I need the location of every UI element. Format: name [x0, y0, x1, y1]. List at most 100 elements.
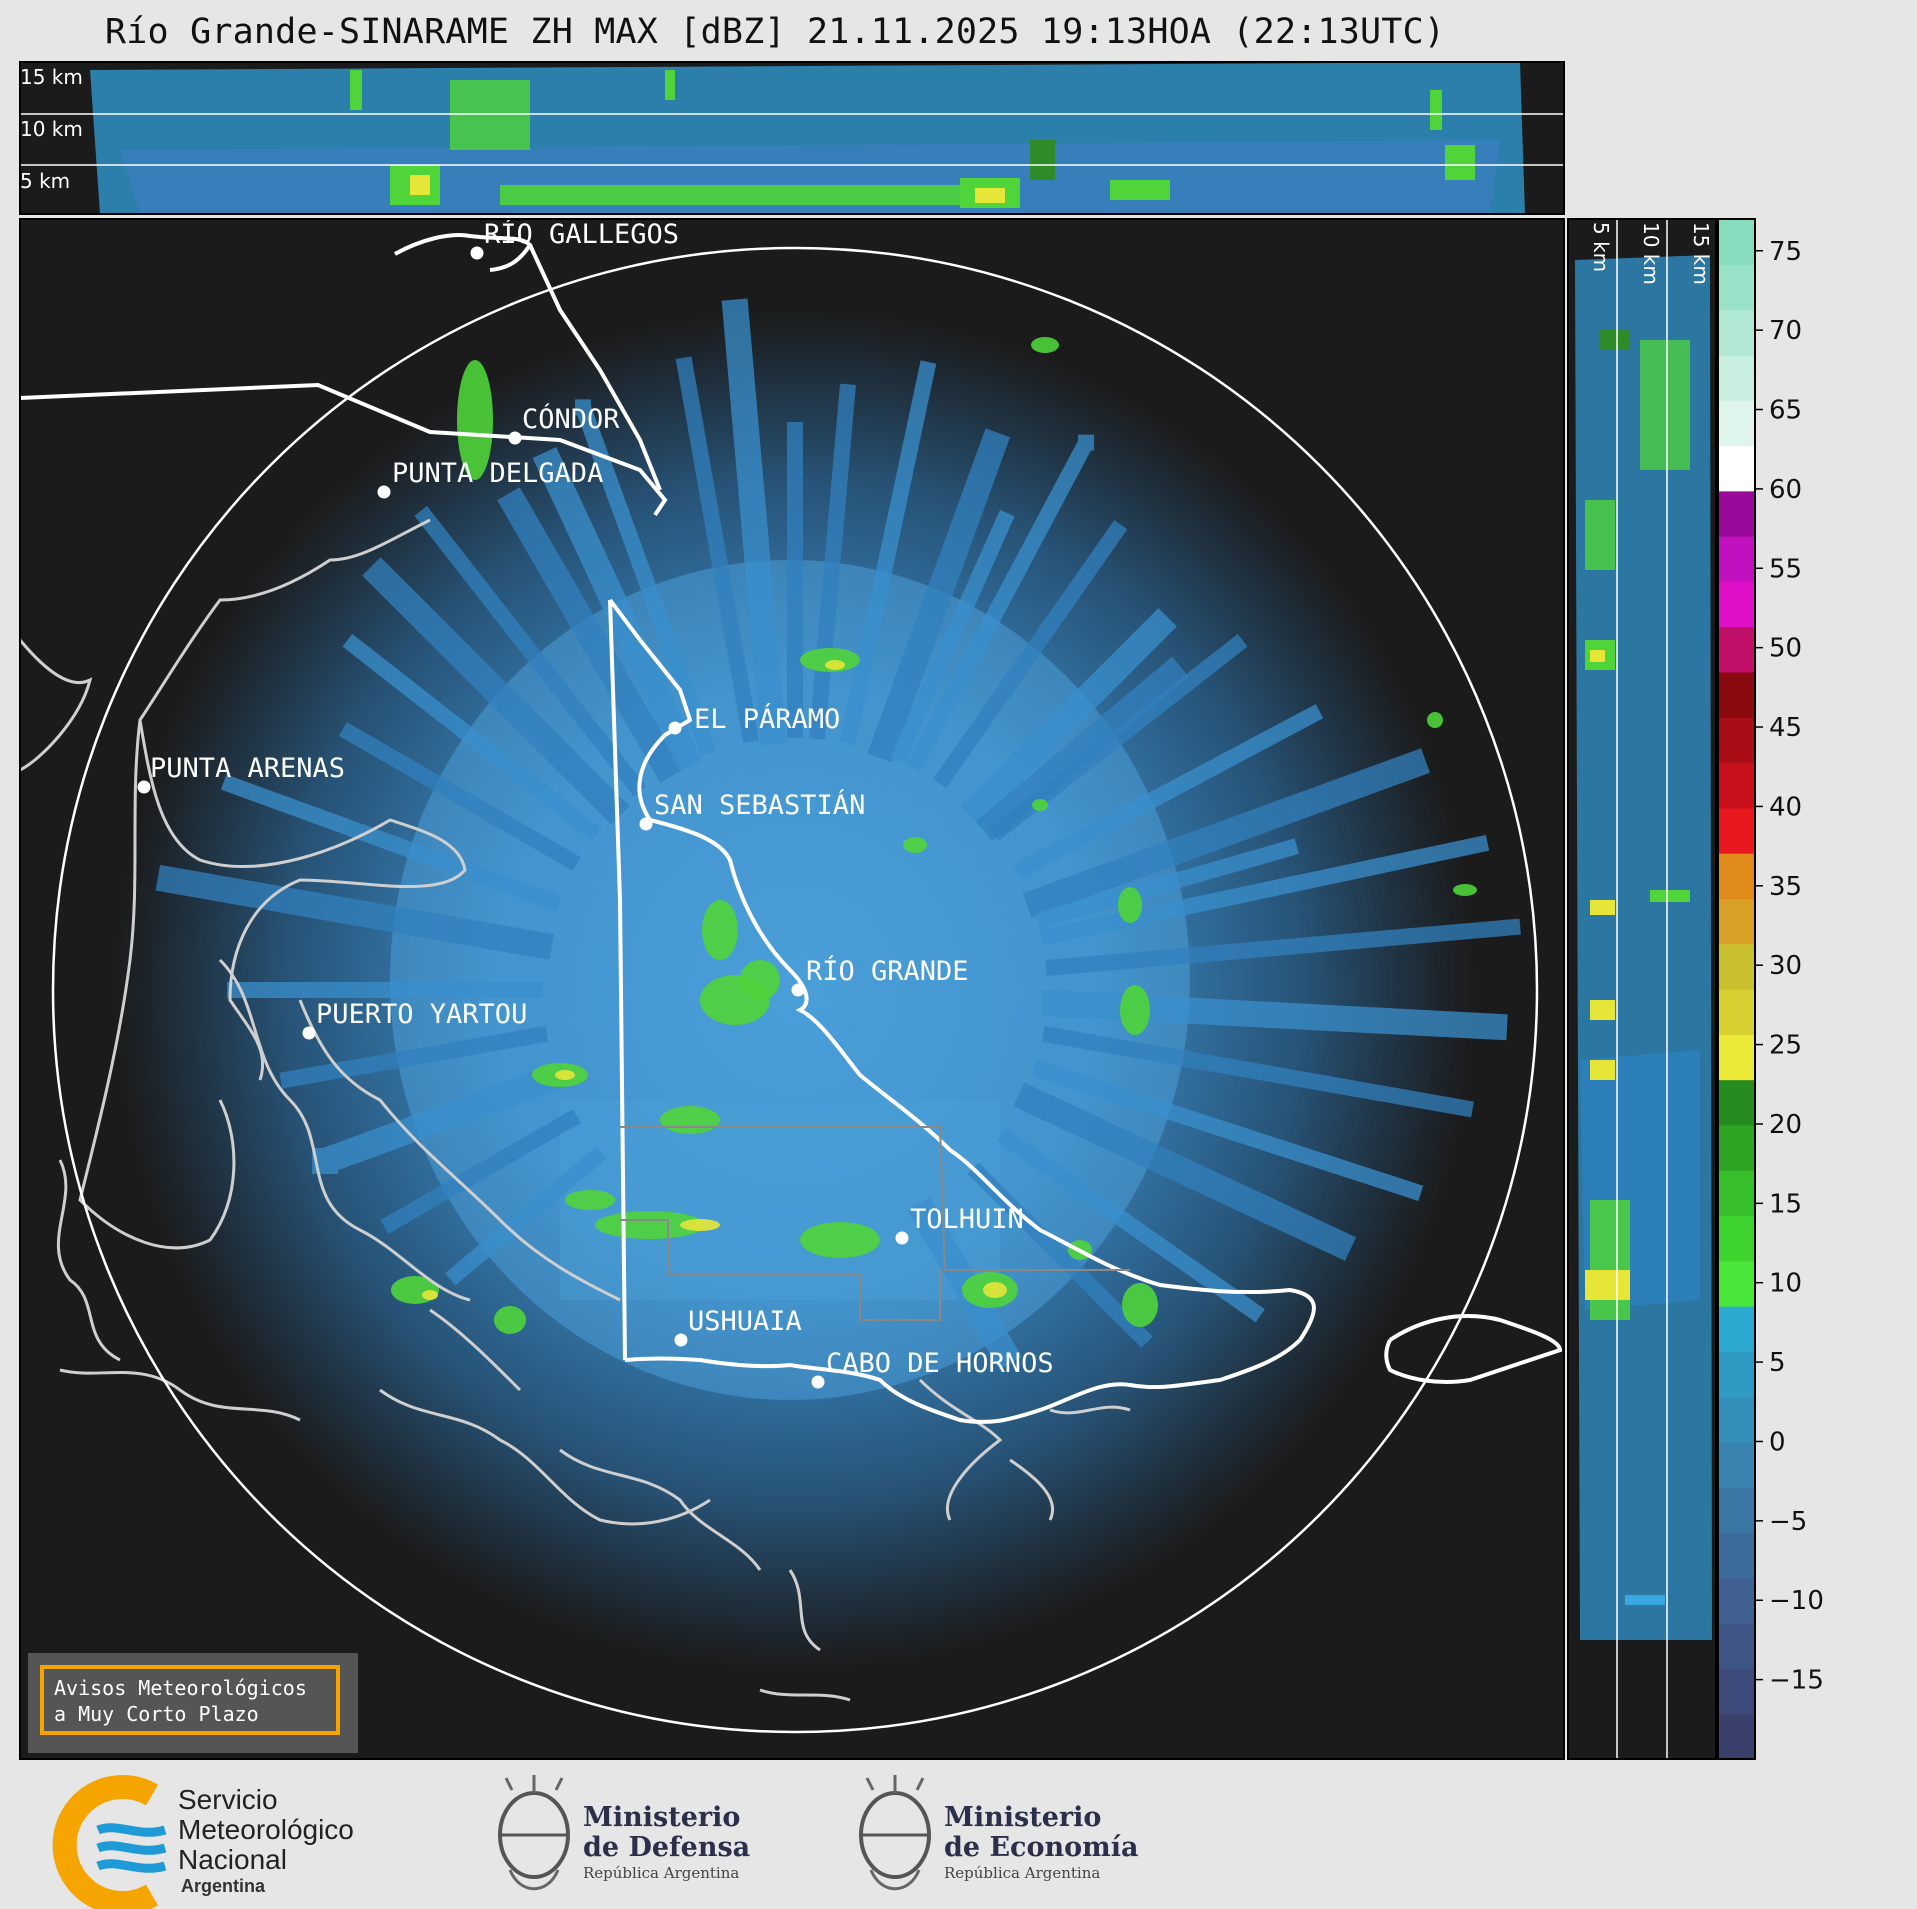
colorbar-tick-label: 55	[1769, 554, 1802, 584]
echo-ray	[439, 1145, 608, 1291]
colorbar-segment	[1718, 626, 1755, 673]
colorbar-tick-label: −15	[1769, 1666, 1824, 1696]
smn-line-1: Servicio	[178, 1784, 278, 1815]
colorbar-segment	[1718, 400, 1755, 447]
place-marker-icon	[137, 780, 151, 794]
place-punta-delgada: PUNTA DELGADA	[377, 458, 603, 499]
colorbar-segment	[1718, 264, 1755, 311]
place-label: PUNTA ARENAS	[150, 753, 345, 784]
right-height-panel: 5 km 10 km 15 km	[1567, 218, 1717, 1760]
colorbar-segment	[1718, 1306, 1755, 1352]
place-rio-gallegos: RÍO GALLEGOS	[470, 219, 679, 260]
convective-cell	[457, 360, 493, 480]
smn-line-2: Meteorológico	[178, 1814, 354, 1845]
colorbar-tick-label: 60	[1769, 475, 1802, 505]
colorbar-segment	[1718, 898, 1755, 945]
echo-ray	[721, 298, 787, 746]
colorbar-segment	[1718, 943, 1755, 990]
colorbar-segment	[1718, 671, 1755, 718]
right-echo-profile	[1575, 255, 1712, 1640]
convective-cell	[680, 1219, 720, 1231]
smn-line-4: Argentina	[181, 1876, 266, 1896]
echo-ray	[996, 1127, 1265, 1323]
top-height-label-5km: 5 km	[20, 169, 70, 193]
place-rio-grande: RÍO GRANDE	[791, 955, 969, 997]
echo-ray	[572, 397, 717, 756]
colorbar-segment	[1718, 536, 1755, 582]
echo-ray	[1045, 918, 1521, 977]
colorbar-segment	[1718, 581, 1755, 628]
colorbar-segment	[1718, 1713, 1755, 1760]
colorbar-segment	[1718, 1532, 1755, 1579]
place-marker-icon	[668, 721, 682, 735]
convective-cell	[1453, 884, 1477, 896]
place-el-paramo: EL PÁRAMO	[668, 703, 840, 735]
place-label: PUERTO YARTOU	[316, 999, 527, 1030]
warning-line-1: Avisos Meteorológicos	[54, 1676, 307, 1700]
colorbar-segment	[1718, 1170, 1755, 1217]
echo-ray	[377, 1109, 581, 1236]
colorbar-tick-label: 10	[1769, 1269, 1802, 1299]
place-marker-icon	[302, 1026, 316, 1040]
economia-logo-text: Ministerio de Economía República Argenti…	[944, 1803, 1138, 1883]
echo-ray	[1013, 1082, 1357, 1261]
echo-ray	[1039, 834, 1490, 946]
place-markers: RÍO GALLEGOS CÓNDOR PUNTA DELGADA PUNTA ARE…	[137, 219, 1054, 1389]
colorbar-segment	[1718, 445, 1755, 492]
place-label: PUNTA DELGADA	[392, 458, 603, 489]
right-height-label-10km: 10 km	[1639, 222, 1663, 285]
echo-ray	[1041, 1025, 1474, 1118]
convective-cell	[702, 900, 738, 960]
echo-ray	[149, 863, 555, 960]
place-label: USHUAIA	[688, 1306, 802, 1337]
colorbar-tick-label: 25	[1769, 1031, 1802, 1061]
echo-ray	[906, 431, 1097, 772]
echo-ray	[808, 383, 856, 740]
colorbar-segment	[1718, 1034, 1755, 1081]
top-height-panel: 15 km 10 km 5 km	[19, 61, 1565, 215]
convective-cell	[1032, 799, 1048, 811]
echo-ray	[414, 505, 647, 797]
place-label: RÍO GRANDE	[806, 955, 969, 987]
place-marker-icon	[377, 485, 391, 499]
defensa-line-2: de Defensa	[583, 1832, 751, 1863]
economia-line-1: Ministerio	[944, 1802, 1102, 1833]
place-label: TOLHUIN	[910, 1204, 1024, 1235]
colorbar-segment	[1718, 490, 1755, 537]
colorbar-tick-label: 35	[1769, 872, 1802, 902]
colorbar-segment	[1718, 762, 1755, 809]
colorbar-tick-label: 70	[1769, 316, 1802, 346]
place-label: CÓNDOR	[522, 403, 620, 435]
convective-cell	[1122, 1283, 1158, 1327]
colorbar-segment	[1718, 1487, 1755, 1534]
smn-logo-text: Servicio Meteorológico Nacional Argentin…	[178, 1785, 354, 1897]
top-echo-profile	[90, 62, 1525, 214]
place-marker-icon	[811, 1375, 825, 1389]
place-marker-icon	[639, 817, 653, 831]
convective-cell	[1118, 887, 1142, 923]
convective-cell	[983, 1282, 1007, 1298]
colorbar-segment	[1718, 1623, 1755, 1670]
defensa-coat-of-arms-icon	[498, 1775, 570, 1891]
top-height-label-10km: 10 km	[20, 117, 83, 141]
place-label: EL PÁRAMO	[694, 703, 840, 735]
echo-ray	[890, 504, 1018, 764]
colorbar-tick-label: 20	[1769, 1110, 1802, 1140]
colorbar-tick-label: 30	[1769, 951, 1802, 981]
colorbar-segment	[1718, 219, 1755, 265]
convective-cell	[800, 1222, 880, 1258]
colorbar-segment	[1718, 354, 1755, 401]
colorbar-segment	[1718, 309, 1755, 356]
colorbar-segment	[1718, 1215, 1755, 1262]
echo-ray	[975, 650, 1197, 842]
colorbar-tick-label: 65	[1769, 396, 1802, 426]
figure-title: Río Grande-SINARAME ZH MAX [dBZ] 21.11.2…	[105, 12, 1446, 52]
right-height-label-15km: 15 km	[1689, 222, 1713, 285]
place-marker-icon	[791, 983, 805, 997]
place-san-sebastian: SAN SEBASTIÁN	[639, 789, 865, 831]
colorbar-segment	[1718, 1577, 1755, 1624]
coastlines	[20, 518, 1131, 1702]
top-height-label-15km: 15 km	[20, 65, 83, 89]
place-marker-icon	[508, 431, 522, 445]
